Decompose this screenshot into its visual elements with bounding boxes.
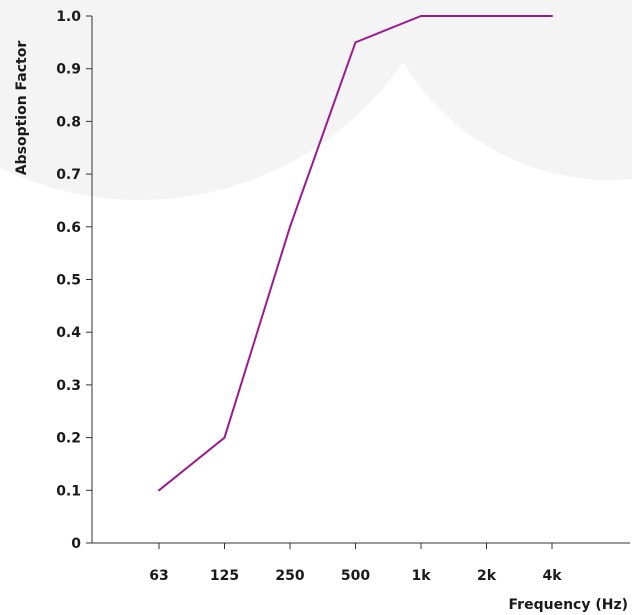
x-ticks: 63 125 250 500 1k 2k 4k bbox=[149, 543, 562, 584]
x-tick-label: 63 bbox=[149, 568, 168, 584]
y-axis-title: Absoption Factor bbox=[14, 41, 30, 176]
y-tick-label: 0.4 bbox=[56, 325, 81, 341]
x-tick-label: 125 bbox=[210, 568, 239, 584]
series-points bbox=[158, 15, 553, 492]
x-tick-label: 2k bbox=[477, 568, 497, 584]
data-point bbox=[223, 436, 226, 439]
data-point bbox=[354, 41, 357, 44]
y-tick-label: 0.9 bbox=[56, 62, 81, 78]
y-tick-label: 0.6 bbox=[56, 220, 81, 236]
y-tick-label: 1.0 bbox=[56, 9, 81, 25]
data-point bbox=[551, 15, 553, 17]
background-watermark bbox=[0, 0, 632, 200]
y-tick-label: 0 bbox=[71, 536, 81, 552]
y-tick-label: 0.2 bbox=[56, 431, 81, 447]
data-point bbox=[289, 225, 291, 228]
x-tick-label: 4k bbox=[542, 568, 562, 584]
y-tick-label: 0.7 bbox=[56, 167, 81, 183]
x-axis-title: Frequency (Hz) bbox=[509, 597, 628, 613]
data-point bbox=[158, 489, 160, 492]
data-point bbox=[420, 15, 422, 17]
y-tick-label: 0.3 bbox=[56, 378, 81, 394]
x-tick-label: 250 bbox=[275, 568, 304, 584]
x-tick-label: 500 bbox=[341, 568, 370, 584]
y-ticks: 0 0.1 0.2 0.3 0.4 0.5 0.6 0.7 0.8 0.9 1.0 bbox=[56, 9, 92, 552]
data-point bbox=[485, 15, 488, 17]
y-tick-label: 0.8 bbox=[56, 114, 81, 130]
x-tick-label: 1k bbox=[411, 568, 431, 584]
y-tick-label: 0.5 bbox=[56, 273, 81, 289]
y-tick-label: 0.1 bbox=[56, 483, 81, 499]
